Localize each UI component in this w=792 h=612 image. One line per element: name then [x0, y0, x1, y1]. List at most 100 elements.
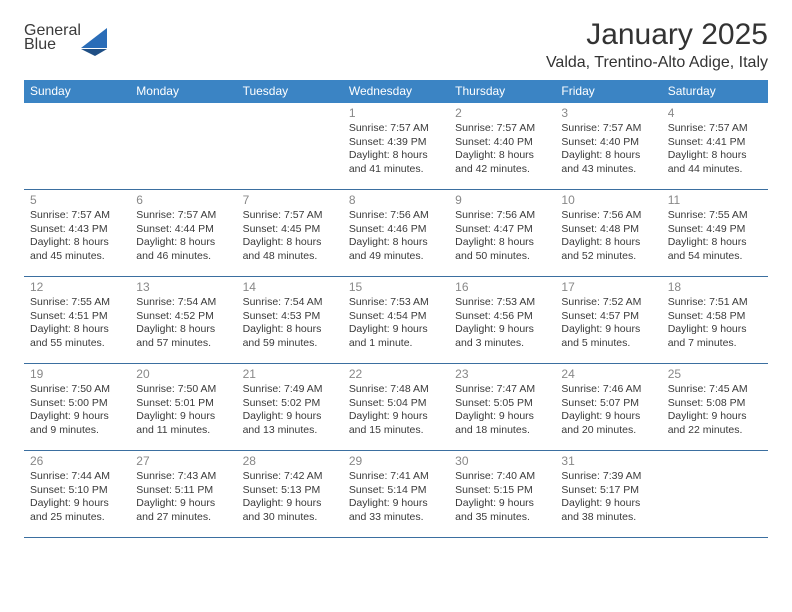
day-number: 31	[561, 454, 655, 469]
sunset-text: Sunset: 5:01 PM	[136, 397, 230, 410]
calendar-cell: 29Sunrise: 7:41 AMSunset: 5:14 PMDayligh…	[343, 451, 449, 537]
daylight-text: Daylight: 8 hours	[668, 236, 762, 249]
weekday-label: Wednesday	[343, 80, 449, 103]
calendar-cell: 8Sunrise: 7:56 AMSunset: 4:46 PMDaylight…	[343, 190, 449, 276]
sunset-text: Sunset: 4:43 PM	[30, 223, 124, 236]
sunrise-text: Sunrise: 7:57 AM	[349, 122, 443, 135]
sunset-text: Sunset: 4:41 PM	[668, 136, 762, 149]
month-title: January 2025	[546, 18, 768, 52]
day-number: 4	[668, 106, 762, 121]
calendar-cell: 30Sunrise: 7:40 AMSunset: 5:15 PMDayligh…	[449, 451, 555, 537]
daylight-text: and 59 minutes.	[243, 337, 337, 350]
daylight-text: and 44 minutes.	[668, 163, 762, 176]
sunrise-text: Sunrise: 7:54 AM	[243, 296, 337, 309]
day-number: 25	[668, 367, 762, 382]
calendar-cell: 7Sunrise: 7:57 AMSunset: 4:45 PMDaylight…	[237, 190, 343, 276]
daylight-text: and 49 minutes.	[349, 250, 443, 263]
daylight-text: Daylight: 9 hours	[668, 323, 762, 336]
daylight-text: and 9 minutes.	[30, 424, 124, 437]
sunrise-text: Sunrise: 7:57 AM	[136, 209, 230, 222]
calendar-cell: 21Sunrise: 7:49 AMSunset: 5:02 PMDayligh…	[237, 364, 343, 450]
daylight-text: and 27 minutes.	[136, 511, 230, 524]
brand-text: General Blue	[24, 24, 81, 53]
daylight-text: Daylight: 9 hours	[561, 410, 655, 423]
calendar-cell	[237, 103, 343, 189]
calendar: Sunday Monday Tuesday Wednesday Thursday…	[24, 80, 768, 538]
day-number: 8	[349, 193, 443, 208]
daylight-text: Daylight: 8 hours	[30, 236, 124, 249]
calendar-cell: 31Sunrise: 7:39 AMSunset: 5:17 PMDayligh…	[555, 451, 661, 537]
sunrise-text: Sunrise: 7:43 AM	[136, 470, 230, 483]
daylight-text: and 30 minutes.	[243, 511, 337, 524]
daylight-text: and 54 minutes.	[668, 250, 762, 263]
sunset-text: Sunset: 4:52 PM	[136, 310, 230, 323]
sunrise-text: Sunrise: 7:52 AM	[561, 296, 655, 309]
daylight-text: Daylight: 9 hours	[668, 410, 762, 423]
daylight-text: and 7 minutes.	[668, 337, 762, 350]
daylight-text: Daylight: 9 hours	[30, 410, 124, 423]
sunset-text: Sunset: 5:00 PM	[30, 397, 124, 410]
daylight-text: Daylight: 8 hours	[30, 323, 124, 336]
sunset-text: Sunset: 5:15 PM	[455, 484, 549, 497]
daylight-text: and 5 minutes.	[561, 337, 655, 350]
day-number: 1	[349, 106, 443, 121]
day-number: 3	[561, 106, 655, 121]
day-number: 14	[243, 280, 337, 295]
daylight-text: Daylight: 8 hours	[349, 236, 443, 249]
day-number: 5	[30, 193, 124, 208]
sunset-text: Sunset: 4:48 PM	[561, 223, 655, 236]
daylight-text: Daylight: 8 hours	[136, 236, 230, 249]
calendar-cell: 18Sunrise: 7:51 AMSunset: 4:58 PMDayligh…	[662, 277, 768, 363]
daylight-text: Daylight: 9 hours	[455, 410, 549, 423]
day-number: 19	[30, 367, 124, 382]
sunset-text: Sunset: 4:57 PM	[561, 310, 655, 323]
sunset-text: Sunset: 4:53 PM	[243, 310, 337, 323]
daylight-text: Daylight: 9 hours	[349, 410, 443, 423]
weekday-label: Thursday	[449, 80, 555, 103]
daylight-text: and 57 minutes.	[136, 337, 230, 350]
sunset-text: Sunset: 5:02 PM	[243, 397, 337, 410]
day-number: 18	[668, 280, 762, 295]
calendar-cell: 14Sunrise: 7:54 AMSunset: 4:53 PMDayligh…	[237, 277, 343, 363]
calendar-cell: 20Sunrise: 7:50 AMSunset: 5:01 PMDayligh…	[130, 364, 236, 450]
day-number: 26	[30, 454, 124, 469]
daylight-text: Daylight: 8 hours	[668, 149, 762, 162]
daylight-text: Daylight: 9 hours	[561, 497, 655, 510]
sunset-text: Sunset: 4:46 PM	[349, 223, 443, 236]
sunrise-text: Sunrise: 7:53 AM	[455, 296, 549, 309]
sunset-text: Sunset: 4:49 PM	[668, 223, 762, 236]
brand-word-2: Blue	[24, 38, 81, 52]
sunrise-text: Sunrise: 7:41 AM	[349, 470, 443, 483]
calendar-week: 19Sunrise: 7:50 AMSunset: 5:00 PMDayligh…	[24, 364, 768, 451]
sunset-text: Sunset: 4:40 PM	[561, 136, 655, 149]
weekday-label: Tuesday	[237, 80, 343, 103]
daylight-text: Daylight: 8 hours	[455, 149, 549, 162]
calendar-cell: 13Sunrise: 7:54 AMSunset: 4:52 PMDayligh…	[130, 277, 236, 363]
daylight-text: Daylight: 8 hours	[455, 236, 549, 249]
sunset-text: Sunset: 4:51 PM	[30, 310, 124, 323]
calendar-page: General Blue January 2025 Valda, Trentin…	[0, 0, 792, 538]
day-number: 6	[136, 193, 230, 208]
calendar-cell	[662, 451, 768, 537]
sunrise-text: Sunrise: 7:55 AM	[668, 209, 762, 222]
day-number: 22	[349, 367, 443, 382]
calendar-cell: 22Sunrise: 7:48 AMSunset: 5:04 PMDayligh…	[343, 364, 449, 450]
calendar-cell: 9Sunrise: 7:56 AMSunset: 4:47 PMDaylight…	[449, 190, 555, 276]
daylight-text: and 43 minutes.	[561, 163, 655, 176]
daylight-text: Daylight: 9 hours	[455, 497, 549, 510]
daylight-text: Daylight: 8 hours	[349, 149, 443, 162]
sunrise-text: Sunrise: 7:47 AM	[455, 383, 549, 396]
calendar-cell: 23Sunrise: 7:47 AMSunset: 5:05 PMDayligh…	[449, 364, 555, 450]
daylight-text: and 25 minutes.	[30, 511, 124, 524]
sunrise-text: Sunrise: 7:44 AM	[30, 470, 124, 483]
day-number: 30	[455, 454, 549, 469]
sunrise-text: Sunrise: 7:57 AM	[561, 122, 655, 135]
weekday-label: Monday	[130, 80, 236, 103]
calendar-cell: 19Sunrise: 7:50 AMSunset: 5:00 PMDayligh…	[24, 364, 130, 450]
sunset-text: Sunset: 4:39 PM	[349, 136, 443, 149]
calendar-cell: 6Sunrise: 7:57 AMSunset: 4:44 PMDaylight…	[130, 190, 236, 276]
sunset-text: Sunset: 5:10 PM	[30, 484, 124, 497]
day-number: 10	[561, 193, 655, 208]
day-number: 2	[455, 106, 549, 121]
sunset-text: Sunset: 4:45 PM	[243, 223, 337, 236]
